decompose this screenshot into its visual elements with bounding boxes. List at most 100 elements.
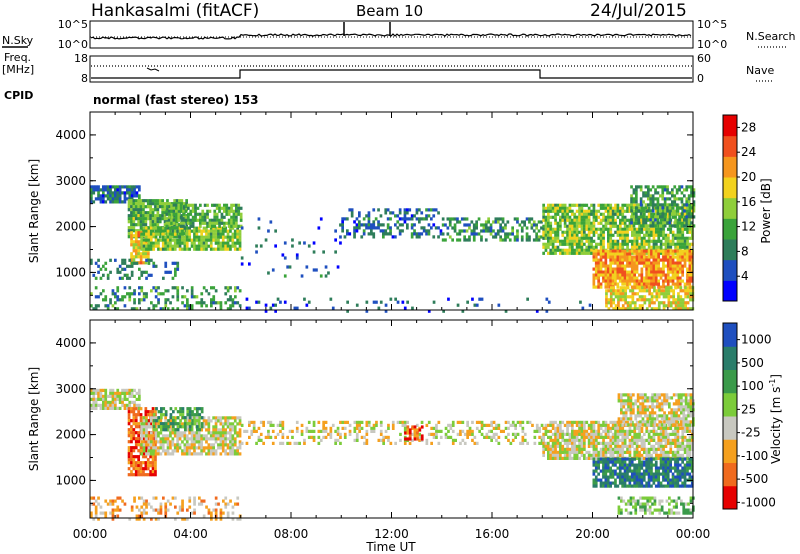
power-cell bbox=[214, 226, 218, 230]
power-cell bbox=[171, 261, 175, 265]
velocity-cell bbox=[196, 419, 199, 423]
velocity-cell bbox=[221, 428, 225, 432]
power-cell bbox=[583, 221, 586, 225]
power-cell bbox=[185, 229, 189, 233]
power-cell bbox=[189, 209, 193, 213]
power-cell bbox=[621, 212, 625, 216]
power-cell bbox=[592, 233, 596, 237]
power-cell bbox=[544, 209, 548, 213]
velocity-cell bbox=[334, 438, 337, 442]
velocity-cell bbox=[184, 422, 187, 426]
power-cell bbox=[496, 220, 500, 224]
power-cell bbox=[629, 307, 632, 311]
power-cell bbox=[398, 223, 402, 227]
power-cell bbox=[172, 206, 176, 210]
velocity-cell bbox=[571, 444, 574, 448]
velocity-cell bbox=[200, 422, 204, 426]
power-cell bbox=[135, 307, 139, 311]
power-cell bbox=[655, 221, 658, 225]
power-cell bbox=[691, 230, 694, 234]
velocity-cell bbox=[181, 431, 184, 435]
power-cell bbox=[642, 276, 646, 280]
velocity-cell bbox=[391, 423, 395, 427]
power-cell bbox=[179, 224, 183, 228]
power-cell bbox=[468, 238, 471, 242]
power-cell bbox=[623, 209, 627, 213]
power-cell bbox=[271, 303, 275, 307]
power-cell bbox=[621, 206, 625, 210]
power-cell bbox=[156, 217, 160, 221]
power-cell bbox=[578, 209, 581, 213]
power-cell bbox=[597, 242, 601, 246]
power-cell bbox=[580, 212, 584, 216]
power-cell bbox=[642, 261, 646, 265]
velocity-cell bbox=[561, 435, 565, 439]
velocity-cell bbox=[563, 432, 567, 436]
power-cell bbox=[303, 241, 306, 245]
velocity-cell bbox=[151, 440, 155, 444]
velocity-cell bbox=[190, 452, 194, 456]
power-cell bbox=[99, 276, 103, 280]
velocity-cell bbox=[305, 426, 309, 430]
power-cell bbox=[142, 232, 146, 236]
power-cell bbox=[551, 245, 555, 249]
power-cell bbox=[568, 242, 572, 246]
power-cell bbox=[230, 218, 233, 222]
power-cell bbox=[208, 218, 212, 222]
power-cell bbox=[585, 245, 589, 249]
power-cell bbox=[654, 191, 657, 195]
power-cell bbox=[621, 230, 625, 234]
power-cell bbox=[159, 229, 163, 233]
power-cell bbox=[681, 255, 684, 259]
power-cell bbox=[138, 267, 141, 271]
power-cell bbox=[568, 227, 572, 231]
velocity-cell bbox=[571, 426, 574, 430]
power-cell bbox=[145, 295, 148, 299]
power-cell bbox=[592, 282, 596, 286]
power-cell bbox=[156, 208, 160, 212]
power-cell bbox=[626, 304, 630, 308]
power-cell bbox=[379, 229, 383, 233]
power-cell bbox=[645, 282, 648, 286]
power-cell bbox=[609, 282, 612, 286]
power-cell bbox=[676, 239, 680, 243]
velocity-cell bbox=[404, 437, 407, 441]
power-cell bbox=[635, 209, 638, 213]
power-cell bbox=[283, 241, 287, 245]
velocity-cell bbox=[145, 416, 148, 420]
velocity-cell bbox=[164, 440, 167, 444]
velocity-cell bbox=[157, 416, 161, 420]
power-cell bbox=[681, 249, 684, 253]
velocity-cell bbox=[229, 434, 232, 438]
velocity-cell bbox=[104, 499, 108, 503]
power-cell bbox=[227, 218, 231, 222]
power-cell bbox=[657, 264, 660, 268]
velocity-cell bbox=[193, 496, 196, 500]
velocity-cell bbox=[365, 429, 369, 433]
velocity-cell bbox=[102, 388, 105, 392]
power-cell bbox=[142, 223, 145, 227]
power-cell bbox=[631, 230, 634, 234]
power-cell bbox=[674, 209, 677, 213]
velocity-cell bbox=[176, 446, 179, 450]
velocity-cell bbox=[178, 443, 182, 447]
power-cell bbox=[114, 292, 117, 296]
power-cell bbox=[595, 230, 598, 234]
velocity-cell bbox=[214, 425, 218, 429]
velocity-cell bbox=[142, 499, 146, 503]
power-cell bbox=[676, 252, 680, 256]
velocity-cell bbox=[521, 438, 525, 442]
power-cell bbox=[602, 279, 605, 283]
power-cell bbox=[217, 238, 220, 242]
power-cell bbox=[217, 247, 220, 251]
power-cell bbox=[686, 258, 689, 262]
power-cell bbox=[611, 221, 615, 225]
power-cell bbox=[269, 306, 273, 310]
power-cell bbox=[614, 242, 617, 246]
power-cell bbox=[690, 191, 693, 195]
power-cell bbox=[94, 261, 98, 265]
power-cell bbox=[674, 249, 677, 253]
power-cell bbox=[499, 229, 502, 233]
velocity-cell bbox=[554, 420, 557, 424]
power-cell bbox=[645, 258, 648, 262]
